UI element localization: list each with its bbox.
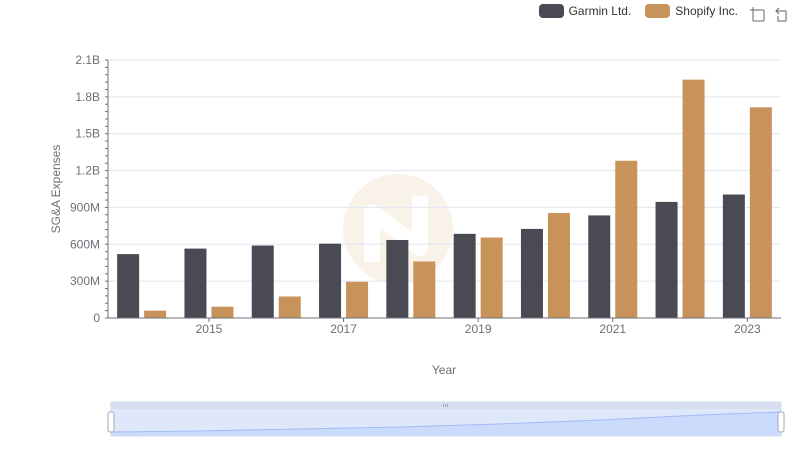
y-tick-label: 300M	[70, 274, 100, 288]
bar-garmin-2017[interactable]	[319, 243, 342, 318]
legend-label-shopify: Shopify Inc.	[675, 4, 738, 18]
y-tick-label: 1.8B	[75, 90, 100, 104]
legend-item-shopify[interactable]: Shopify Inc.	[645, 4, 738, 18]
bar-garmin-2020[interactable]	[520, 228, 543, 318]
data-zoom-left-handle[interactable]	[107, 411, 115, 433]
y-tick-label: 600M	[70, 237, 100, 251]
bar-garmin-2019[interactable]	[453, 233, 476, 318]
y-axis: 0 300M 600M 900M 1.2B 1.5B 1.8B 2.1B	[70, 53, 109, 325]
y-tick-label: 1.5B	[75, 127, 100, 141]
bar-garmin-2022[interactable]	[655, 201, 678, 318]
bar-shopify-2018[interactable]	[413, 261, 436, 318]
legend-item-garmin[interactable]: Garmin Ltd.	[538, 4, 632, 18]
bar-shopify-2016[interactable]	[278, 296, 301, 319]
zoom-reset-icon[interactable]	[774, 6, 790, 22]
legend-label-garmin: Garmin Ltd.	[568, 4, 632, 18]
x-tick-label: 2019	[465, 322, 492, 336]
data-zoom-grip-icon[interactable]	[443, 404, 448, 407]
bar-shopify-2019[interactable]	[480, 237, 503, 318]
toolbox	[749, 6, 790, 22]
x-axis: 2015 2017 2019 2021 2023	[108, 317, 781, 336]
y-tick-label: 0	[93, 311, 100, 325]
legend-swatch-shopify	[645, 4, 671, 18]
x-tick-label: 2015	[196, 322, 223, 336]
bar-garmin-2014[interactable]	[117, 254, 140, 318]
x-tick-label: 2023	[734, 322, 761, 336]
y-tick-label: 2.1B	[75, 53, 100, 67]
legend: Garmin Ltd. Shopify Inc.	[538, 4, 738, 18]
watermark-logo	[343, 174, 453, 284]
data-zoom-right-handle[interactable]	[777, 411, 785, 433]
bar-shopify-2017[interactable]	[346, 281, 369, 318]
bar-shopify-2021[interactable]	[615, 160, 638, 318]
bar-shopify-2022[interactable]	[682, 79, 705, 319]
bar-garmin-2018[interactable]	[386, 239, 409, 318]
zoom-icon[interactable]	[749, 6, 765, 22]
x-tick-label: 2021	[599, 322, 626, 336]
x-axis-title: Year	[432, 363, 456, 377]
bar-shopify-2020[interactable]	[547, 212, 570, 318]
legend-swatch-garmin	[538, 4, 564, 18]
x-tick-label: 2017	[330, 322, 357, 336]
bar-shopify-2014[interactable]	[144, 310, 167, 318]
data-zoom-slider[interactable]	[107, 401, 785, 437]
y-axis-title: SG&A Expenses	[49, 145, 63, 234]
bar-garmin-2021[interactable]	[588, 215, 611, 318]
bar-garmin-2023[interactable]	[722, 194, 745, 318]
bars-group[interactable]	[117, 79, 772, 319]
y-tick-label: 900M	[70, 200, 100, 214]
bar-garmin-2015[interactable]	[184, 248, 207, 318]
bar-garmin-2016[interactable]	[251, 245, 274, 318]
bar-shopify-2023[interactable]	[749, 107, 772, 318]
bar-shopify-2015[interactable]	[211, 306, 234, 318]
y-tick-label: 1.2B	[75, 164, 100, 178]
